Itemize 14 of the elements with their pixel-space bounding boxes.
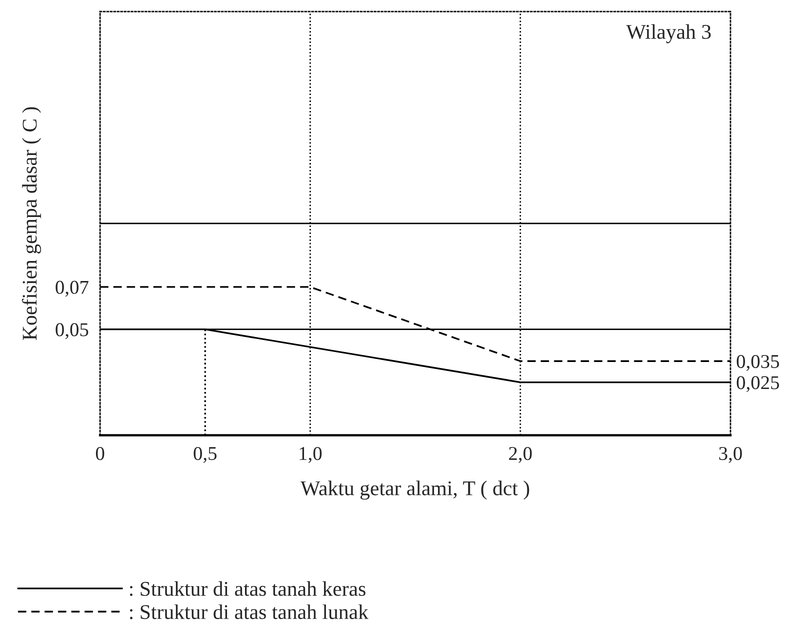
x-axis-title: Waktu getar alami, T ( dct ) [300,480,530,500]
legend-label: : Struktur di atas tanah lunak [130,604,368,620]
x-tick-label: 0 [96,446,104,460]
x-tick-label: 0,5 [194,446,217,463]
x-tick-label: 1,0 [300,446,322,463]
legend-label: : Struktur di atas tanah keras [130,581,366,596]
y2-tick-label: 0,025 [736,376,780,392]
x-tick-label: 2,0 [509,446,532,463]
x-tick-label: 3,0 [719,446,742,463]
y-axis-title: Koefisien gempa dasar ( C ) [22,107,42,340]
annotation: Wilayah 3 [626,24,711,44]
y2-tick-label: 0,035 [736,354,780,371]
y-tick-label: 0,07 [56,280,88,297]
y-tick-label: 0,05 [56,323,88,340]
